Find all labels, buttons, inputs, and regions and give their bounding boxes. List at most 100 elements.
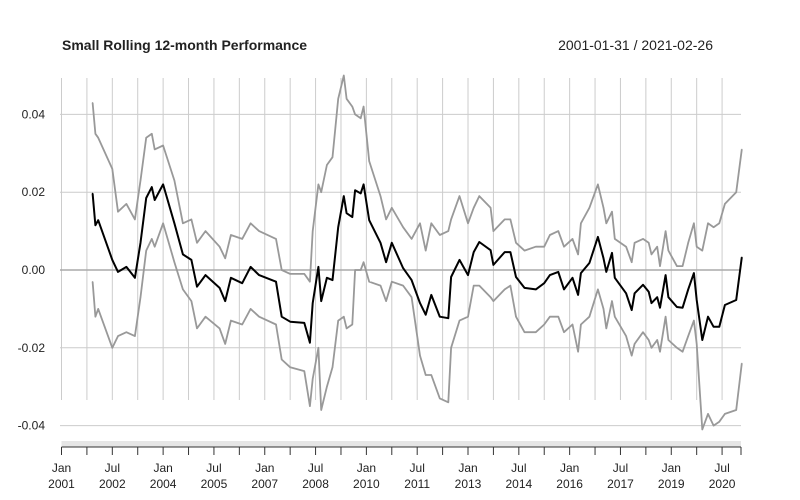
x-tick-label-year: 2011	[404, 477, 430, 491]
data-point-upper	[224, 257, 226, 259]
data-point-upper	[577, 253, 579, 256]
data-point-lower	[154, 246, 156, 248]
y-tick-label: 0.04	[22, 107, 46, 121]
x-tick-label-month: Jan	[560, 461, 579, 475]
data-point-mean	[331, 279, 334, 281]
data-point-upper	[696, 246, 698, 248]
data-point-upper	[139, 179, 142, 182]
data-point-upper	[425, 249, 427, 252]
data-point-upper	[439, 234, 441, 236]
x-tick-label-year: 2008	[302, 477, 329, 491]
data-point-lower	[707, 413, 709, 415]
data-point-lower	[602, 308, 605, 310]
data-point-lower	[687, 335, 689, 337]
data-point-mean	[368, 219, 370, 221]
data-point-upper	[741, 148, 743, 151]
data-point-upper	[250, 222, 252, 224]
data-point-upper	[563, 246, 565, 248]
data-point-mean	[504, 251, 506, 253]
data-point-mean	[317, 266, 319, 268]
data-point-lower	[665, 316, 667, 318]
data-point-mean	[385, 261, 387, 263]
data-point-lower	[173, 261, 176, 263]
data-point-upper	[631, 261, 633, 263]
data-point-mean	[351, 216, 353, 218]
data-point-upper	[713, 226, 715, 228]
data-point-mean	[707, 316, 709, 318]
data-point-mean	[151, 186, 153, 188]
data-point-mean	[509, 251, 511, 253]
data-point-mean	[718, 326, 720, 328]
data-point-mean	[281, 316, 283, 318]
data-point-lower	[196, 327, 198, 329]
data-point-upper	[362, 106, 365, 108]
data-point-mean	[182, 253, 184, 256]
x-tick-label-month: Jul	[410, 461, 425, 475]
data-point-upper	[450, 218, 452, 221]
x-tick-label-year: 2005	[201, 477, 228, 491]
data-point-lower	[718, 421, 720, 423]
series-line-upper	[91, 74, 743, 283]
data-point-mean	[190, 259, 192, 261]
data-point-lower	[724, 413, 726, 415]
data-point-upper	[419, 222, 421, 224]
data-point-mean	[577, 294, 579, 296]
data-point-lower	[425, 374, 427, 376]
data-point-mean	[473, 251, 475, 253]
data-point-upper	[724, 203, 726, 205]
data-point-mean	[489, 249, 492, 251]
data-point-mean	[111, 259, 113, 261]
x-tick-label-month: Jan	[662, 461, 681, 475]
data-point-upper	[320, 191, 322, 193]
data-point-upper	[343, 74, 345, 77]
data-point-upper	[204, 230, 207, 232]
data-point-mean	[391, 242, 393, 244]
data-point-mean	[648, 291, 650, 293]
data-point-mean	[667, 296, 670, 298]
data-point-lower	[360, 269, 362, 271]
x-tick-label-year: 2014	[505, 477, 532, 491]
data-point-mean	[611, 252, 613, 254]
data-point-mean	[258, 274, 260, 276]
data-point-lower	[337, 319, 339, 322]
data-point-mean	[94, 224, 96, 226]
data-point-lower	[696, 343, 698, 345]
data-point-lower	[419, 354, 421, 357]
data-point-lower	[391, 281, 393, 283]
data-point-mean	[354, 189, 356, 191]
data-point-mean	[379, 242, 382, 244]
data-point-lower	[430, 374, 432, 376]
data-point-lower	[659, 351, 661, 353]
data-point-lower	[489, 296, 492, 298]
data-point-mean	[91, 192, 94, 194]
data-point-lower	[281, 358, 283, 361]
data-point-lower	[642, 331, 644, 333]
data-point-upper	[368, 160, 370, 162]
data-point-upper	[571, 238, 574, 240]
x-tick-label-year: 2019	[658, 477, 685, 491]
data-point-lower	[354, 269, 356, 271]
data-point-upper	[125, 203, 128, 205]
data-point-upper	[145, 137, 147, 139]
data-point-lower	[402, 284, 404, 287]
data-point-lower	[458, 319, 461, 322]
data-point-lower	[125, 331, 128, 333]
y-tick-label: 0.02	[22, 185, 46, 199]
data-point-upper	[687, 242, 689, 244]
data-point-upper	[182, 222, 184, 224]
data-point-lower	[117, 335, 119, 337]
data-point-upper	[580, 222, 582, 224]
data-point-upper	[218, 246, 221, 248]
data-point-mean	[320, 300, 322, 302]
data-point-lower	[650, 347, 653, 349]
data-point-mean	[656, 296, 658, 298]
x-tick-label-month: Jan	[153, 461, 172, 475]
data-point-lower	[543, 323, 545, 326]
data-point-upper	[97, 137, 99, 139]
data-point-lower	[611, 300, 613, 302]
data-point-upper	[196, 242, 198, 244]
data-point-mean	[134, 277, 136, 279]
data-point-upper	[478, 195, 480, 197]
data-point-upper	[385, 218, 387, 221]
